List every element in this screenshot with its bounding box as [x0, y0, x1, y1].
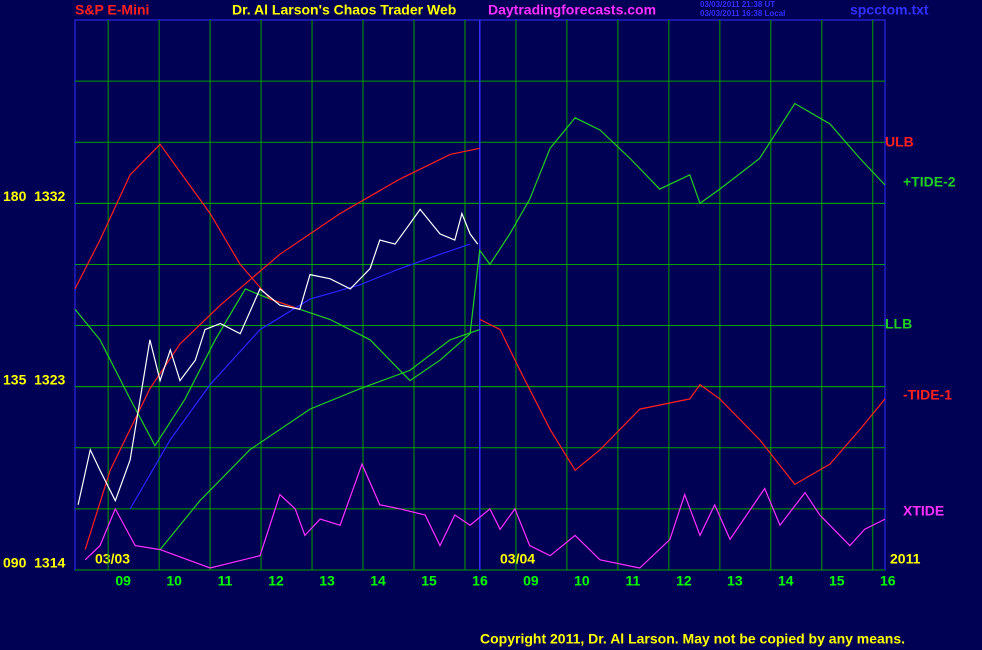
x-tick-label: 12	[676, 573, 692, 589]
x-tick-label: 13	[727, 573, 743, 589]
series-label: -TIDE-1	[903, 387, 952, 403]
site: Daytradingforecasts.com	[488, 2, 656, 18]
series-line	[159, 329, 480, 550]
x-tick-label: 13	[319, 573, 335, 589]
series-line	[129, 243, 471, 510]
x-tick-label: 11	[625, 573, 640, 589]
x-tick-label: 12	[268, 573, 284, 589]
copyright: Copyright 2011, Dr. Al Larson. May not b…	[480, 631, 905, 647]
x-tick-label: 10	[574, 573, 590, 589]
series-line	[74, 143, 886, 486]
series-line	[84, 147, 480, 550]
x-tick-label: 11	[218, 573, 233, 589]
x-tick-label: 16	[880, 573, 896, 589]
file-name: spcctom.txt	[850, 2, 929, 18]
x-tick-label: 14	[370, 573, 386, 589]
date-label: 2011	[890, 551, 921, 567]
date-label: 03/03	[95, 551, 130, 567]
series-line	[74, 102, 886, 447]
x-tick-label: 10	[166, 573, 182, 589]
series-line	[84, 462, 886, 569]
x-tick-label: 15	[421, 573, 437, 589]
y-tick-label: 090 1314	[3, 555, 65, 571]
x-tick-label: 14	[778, 573, 794, 589]
series-label: +TIDE-2	[903, 174, 956, 190]
series-label: ULB	[885, 134, 914, 150]
series-label: LLB	[885, 316, 912, 332]
stamp-ut: 03/03/2011 21:38 UT	[700, 0, 775, 9]
symbol: S&P E-Mini	[75, 2, 149, 18]
y-tick-label: 180 1332	[3, 188, 65, 204]
x-tick-label: 15	[829, 573, 845, 589]
series-label: XTIDE	[903, 503, 944, 519]
stamp-local: 03/03/2011 16:38 Local	[700, 9, 785, 18]
series-line	[77, 208, 479, 505]
chart-title: Dr. Al Larson's Chaos Trader Web	[232, 2, 456, 18]
y-tick-label: 135 1323	[3, 371, 65, 387]
x-tick-label: 09	[115, 573, 131, 589]
date-label: 03/04	[500, 551, 535, 567]
x-tick-label: 16	[472, 573, 488, 589]
x-tick-label: 09	[523, 573, 539, 589]
